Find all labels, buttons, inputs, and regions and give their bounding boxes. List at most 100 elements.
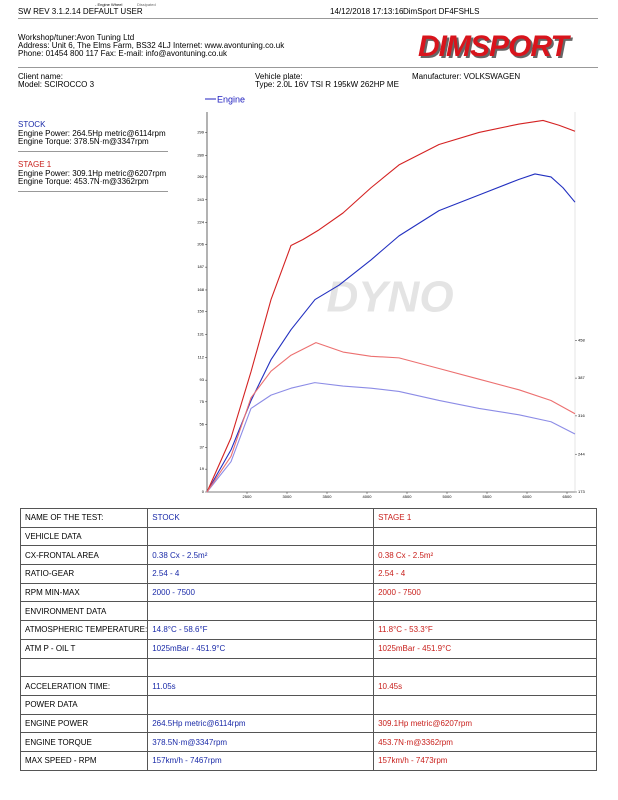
y2-tick-label: 173 (578, 489, 585, 494)
x-tick-label: 2500 (243, 494, 253, 499)
table-cell: ENVIRONMENT DATA (19, 601, 149, 622)
summary-line: Engine Power: 264.5Hp metric@6114rpm (18, 129, 166, 138)
table-cell: MAX SPEED - RPM (19, 750, 149, 771)
table-cell: 2.54 - 4 (147, 564, 375, 584)
table-cell: POWER DATA (19, 694, 149, 715)
mode-label: - Engine Wheel (95, 2, 123, 7)
table-row: POWER DATA (19, 694, 597, 715)
summary-line: Engine Power: 309.1Hp metric@6207rpm (18, 169, 167, 178)
table-cell: 0.38 Cx - 2.5m² (147, 545, 375, 566)
table-cell: ENGINE POWER (19, 713, 149, 734)
table-cell (147, 601, 375, 622)
table-row: MAX SPEED - RPM 157km/h - 7467rpm 157km/h … (19, 750, 597, 771)
y2-tick-label: 244 (578, 451, 585, 456)
y-tick-label: 150 (197, 309, 204, 314)
manufacturer: Manufacturer: VOLKSWAGEN (412, 72, 521, 81)
summary-title: STOCK (18, 120, 46, 129)
y-tick-label: 206 (197, 241, 204, 246)
rule (18, 191, 168, 192)
series-line (206, 119, 576, 493)
table-cell: 1025mBar - 451.9°C (373, 638, 597, 659)
x-tick-label: 3500 (323, 494, 333, 499)
y-tick-label: 37 (200, 445, 205, 450)
watermark: DYNO (326, 273, 453, 322)
summary-line: Engine Torque: 453.7N·m@3362rpm (18, 177, 149, 186)
x-tick-label: 5000 (443, 494, 453, 499)
y-tick-label: 93 (200, 377, 205, 382)
datetime: 14/12/2018 17:13:16 (330, 7, 404, 16)
table-cell (373, 657, 597, 678)
table-cell (19, 657, 149, 678)
y-tick-label: 243 (197, 197, 204, 202)
software: SW REV 3.1.2.14 DEFAULT USER (18, 7, 143, 16)
table-cell: RPM MIN-MAX (19, 582, 149, 603)
workshop: Phone: 01454 800 117 Fax: E-mail: info@a… (18, 49, 227, 58)
x-tick-label: 3000 (283, 494, 293, 499)
y-tick-label: 56 (200, 422, 205, 427)
table-cell: 2000 - 7500 (147, 582, 375, 603)
table-row: VEHICLE DATA (19, 526, 597, 547)
model: Model: SCIROCCO 3 (18, 80, 95, 89)
table-row: NAME OF THE TEST: STOCK STAGE 1 (19, 508, 597, 528)
type: Type: 2.0L 16V TSI R 195kW 262HP ME (255, 80, 399, 89)
table-cell (147, 526, 375, 547)
table-cell: CX-FRONTAL AREA (19, 545, 149, 566)
y-tick-label: 168 (197, 287, 204, 292)
table-row: RATIO-GEAR 2.54 - 4 2.54 - 4 (19, 564, 597, 584)
table-cell: 309.1Hp metric@6207rpm (373, 713, 597, 734)
table-cell (147, 694, 375, 715)
table-cell: ENGINE TORQUE (19, 732, 149, 752)
table-row: ATMOSPHERIC TEMPERATURE: 14.8°C - 58.6°F 1… (19, 620, 597, 640)
table-row: ENGINE POWER 264.5Hp metric@6114rpm 309.1H… (19, 713, 597, 734)
table-cell: 11.05s (147, 676, 375, 696)
summary-line: Engine Torque: 378.5N·m@3347rpm (18, 137, 149, 146)
y-tick-label: 0 (202, 489, 205, 494)
table-cell: STOCK (147, 508, 375, 528)
table-cell: 453.7N·m@3362rpm (373, 732, 597, 752)
plate: Vehicle plate: (255, 72, 303, 81)
y-tick-label: 75 (200, 399, 205, 404)
table-cell: 157km/h - 7473rpm (373, 750, 597, 771)
device: DimSport DF4FSHLS (403, 7, 480, 16)
table-cell: 264.5Hp metric@6114rpm (147, 713, 375, 734)
summary-title: STAGE 1 (18, 160, 52, 169)
data-table: NAME OF THE TEST: STOCK STAGE 1 VEHICLE DAT… (19, 508, 597, 771)
y-tick-label: 187 (197, 264, 204, 269)
table-row: ENVIRONMENT DATA (19, 601, 597, 622)
table-cell (373, 694, 597, 715)
client-name: Client name: (18, 72, 63, 81)
mode-label: Dissipated (137, 2, 156, 7)
y-tick-label: 224 (197, 220, 204, 225)
y2-tick-label: 458 (578, 337, 585, 342)
series-line (206, 173, 576, 493)
y-tick-label: 299 (197, 130, 204, 135)
table-cell (373, 601, 597, 622)
table-cell (147, 657, 375, 678)
y-tick-label: 280 (197, 152, 204, 157)
rule (18, 67, 598, 68)
table-row: ATM P - OIL T 1025mBar - 451.9°C 1025mBar … (19, 638, 597, 659)
legend-label: Engine (217, 94, 245, 104)
table-cell: VEHICLE DATA (19, 526, 149, 547)
x-tick-label: 4500 (403, 494, 413, 499)
table-row: CX-FRONTAL AREA 0.38 Cx - 2.5m² 0.38 Cx - … (19, 545, 597, 566)
rule (18, 18, 598, 19)
table-cell: ACCELERATION TIME: (19, 676, 149, 696)
table-row: RPM MIN-MAX 2000 - 7500 2000 - 7500 (19, 582, 597, 603)
table-row (19, 657, 597, 678)
table-cell: 1025mBar - 451.9°C (147, 638, 375, 659)
table-cell: RATIO-GEAR (19, 564, 149, 584)
rule (18, 151, 168, 152)
table-cell: NAME OF THE TEST: (19, 508, 149, 528)
table-cell: 2000 - 7500 (373, 582, 597, 603)
table-cell (373, 526, 597, 547)
x-tick-label: 4000 (363, 494, 373, 499)
table-cell: 14.8°C - 58.6°F (147, 620, 375, 640)
y-tick-label: 131 (197, 332, 204, 337)
table-cell: STAGE 1 (373, 508, 597, 528)
series-line (206, 382, 576, 493)
x-tick-label: 6000 (523, 494, 533, 499)
workshop: Workshop/tuner:Avon Tuning Ltd (18, 33, 135, 42)
table-cell: ATMOSPHERIC TEMPERATURE: (19, 620, 149, 640)
